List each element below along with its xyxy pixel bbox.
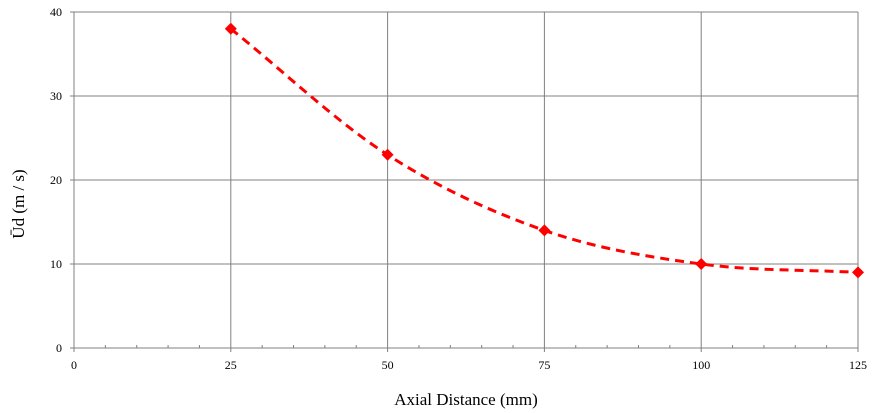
x-axis-title: Axial Distance (mm) (394, 390, 538, 409)
y-tick-label: 40 (50, 5, 62, 19)
y-axis-title: Ūd (m / s) (9, 169, 28, 238)
data-point-marker (381, 148, 394, 161)
y-tick-label: 30 (50, 89, 62, 103)
x-tick-label: 125 (849, 358, 867, 372)
x-tick-label: 25 (225, 358, 237, 372)
y-tick-label: 20 (50, 173, 62, 187)
y-tick-label: 0 (56, 341, 62, 355)
x-tick-label: 50 (382, 358, 394, 372)
grid (74, 11, 859, 348)
data-point-marker (538, 224, 551, 237)
series-line (229, 27, 859, 274)
x-tick-label: 75 (538, 358, 550, 372)
data-point-marker (224, 22, 237, 35)
tick-labels: 0 25 50 75 100 125 0 10 20 30 40 (50, 5, 867, 372)
y-tick-label: 10 (50, 257, 62, 271)
x-tick-label: 100 (692, 358, 710, 372)
series-group (224, 22, 864, 279)
x-tick-label: 0 (71, 358, 77, 372)
data-point-marker (695, 258, 708, 270)
data-point-marker (852, 266, 864, 279)
axes (70, 11, 859, 352)
